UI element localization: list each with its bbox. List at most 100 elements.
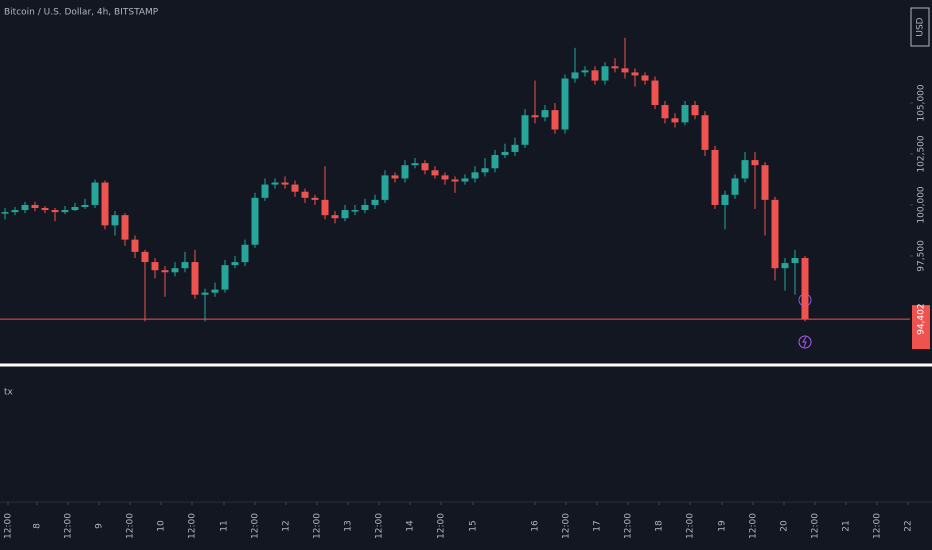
candle-body <box>541 110 549 118</box>
candle-body <box>721 194 729 205</box>
candle-body <box>311 197 319 200</box>
candle-body <box>641 75 649 81</box>
candle-body <box>261 184 269 198</box>
candle-body <box>441 175 449 180</box>
candle-body <box>461 178 469 182</box>
last-price-box <box>912 305 930 350</box>
candle-body <box>491 154 499 169</box>
x-tick-label: 12:00 <box>64 513 74 539</box>
candle-body <box>11 210 19 213</box>
last-price-label: 94,402 <box>917 303 927 335</box>
candle-body <box>351 210 359 212</box>
x-tick-label: 19 <box>718 520 728 532</box>
candle-body <box>551 110 559 130</box>
candle-body <box>51 210 59 213</box>
candle-body <box>61 210 69 213</box>
candle-body <box>31 204 39 209</box>
candle-body <box>161 270 169 273</box>
candle-body <box>321 199 329 216</box>
x-tick-label: 13 <box>344 520 354 531</box>
y-tick-label: 100,000 <box>917 186 927 223</box>
candle-body <box>481 168 489 173</box>
candle-body <box>141 251 149 263</box>
candle-body <box>361 204 369 211</box>
x-tick-label: 18 <box>655 520 665 532</box>
candle-body <box>611 66 619 69</box>
currency: USD <box>916 17 926 36</box>
candle-body <box>291 184 299 192</box>
candle-body <box>711 149 719 205</box>
x-tick-label: 22 <box>904 520 914 531</box>
candle-body <box>281 182 289 185</box>
x-tick-label: 12:00 <box>375 513 385 539</box>
candle-body <box>101 182 109 226</box>
candle-body <box>201 292 209 295</box>
candle-body <box>801 257 809 320</box>
candle-body <box>301 191 309 198</box>
candle-body <box>181 262 189 269</box>
candle-body <box>431 170 439 176</box>
candle-body <box>111 215 119 226</box>
candle-body <box>231 262 239 266</box>
candle-body <box>731 178 739 195</box>
x-tick-label: 8 <box>33 523 43 529</box>
candle-body <box>561 78 569 130</box>
candle-body <box>381 175 389 200</box>
x-tick-label: 12:00 <box>126 513 136 539</box>
candle-body <box>221 265 229 290</box>
candle-body <box>41 208 49 211</box>
candle-body <box>1 212 9 214</box>
chart-title: Bitcoin / U.S. Dollar, 4h, BITSTAMP <box>4 8 159 18</box>
x-tick-label: 12:00 <box>188 513 198 539</box>
x-tick-label: 12:00 <box>873 513 883 539</box>
candle-body <box>761 165 769 200</box>
x-tick-label: 12:00 <box>4 513 14 539</box>
candle-body <box>341 210 349 219</box>
candle-body <box>241 244 249 263</box>
candle-body <box>651 80 659 106</box>
candle-body <box>471 172 479 179</box>
y-tick-label: 105,000 <box>917 84 927 121</box>
y-tick-label: 97,500 <box>917 240 927 272</box>
candle-body <box>151 262 159 271</box>
x-tick-label: 20 <box>780 520 790 532</box>
candle-body <box>531 115 539 118</box>
x-tick-label: 9 <box>95 523 105 529</box>
candle-body <box>661 105 669 119</box>
x-tick-label: 12 <box>282 520 292 531</box>
indicator-label: tx <box>4 388 14 398</box>
candle-body <box>681 105 689 123</box>
candle-body <box>671 118 679 123</box>
candle-body <box>21 204 29 211</box>
candle-body <box>571 72 579 79</box>
candle-body <box>521 115 529 145</box>
candle-body <box>271 182 279 185</box>
candle-body <box>601 66 609 81</box>
candle-body <box>741 160 749 179</box>
marker-icon <box>802 336 807 348</box>
candle-body <box>621 68 629 73</box>
x-tick-label: 12:00 <box>313 513 323 539</box>
candle-body <box>191 262 199 295</box>
candle-body <box>211 289 219 293</box>
currency-box[interactable] <box>910 7 930 47</box>
x-tick-label: 12:00 <box>686 513 696 539</box>
x-tick-label: 12:00 <box>437 513 447 539</box>
candle-body <box>421 163 429 171</box>
candle-body <box>631 72 639 76</box>
candle-body <box>511 144 519 152</box>
candle-body <box>771 199 779 269</box>
candle-body <box>91 182 99 205</box>
x-tick-label: 12:00 <box>811 513 821 539</box>
x-tick-label: 16 <box>531 520 541 532</box>
candle-body <box>121 215 129 240</box>
x-tick-label: 12:00 <box>749 513 759 539</box>
candle-body <box>391 175 399 179</box>
x-tick-label: 10 <box>157 520 167 532</box>
candle-body <box>81 204 89 208</box>
candle-body <box>251 197 259 245</box>
x-tick-label: 12:00 <box>251 513 261 539</box>
